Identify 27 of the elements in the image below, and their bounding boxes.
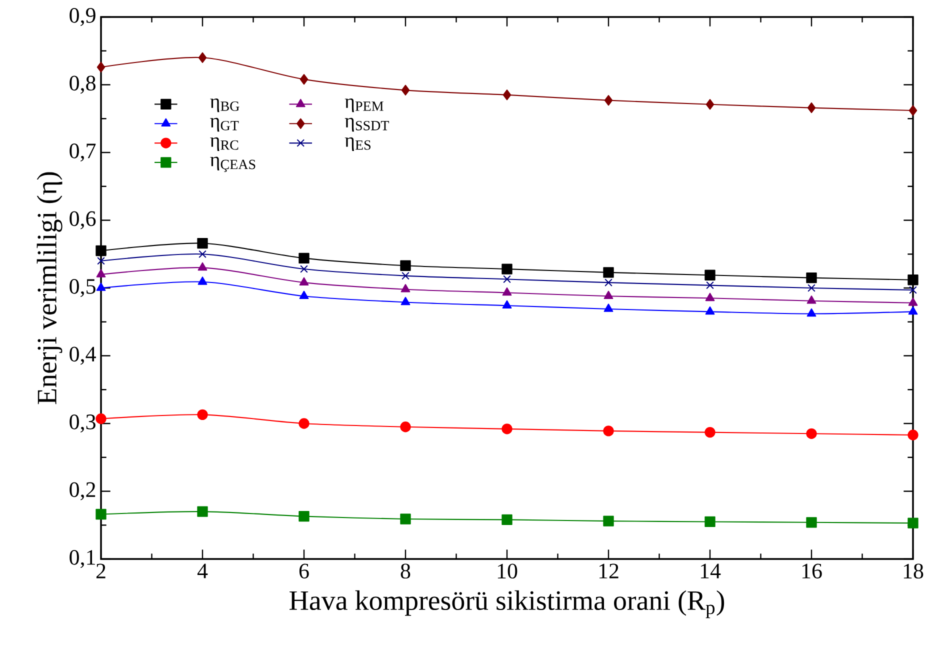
x-tick-label: 4: [197, 564, 208, 578]
x-tick-label: 10: [498, 564, 518, 579]
legend-label: η$_{ÇEAS}$: [210, 156, 256, 172]
y-tick-label: 0,2: [70, 482, 96, 500]
y-tick-label: 0,4: [70, 346, 96, 365]
x-tick-label: 16: [802, 564, 822, 578]
y-tick-label: 0,7: [70, 143, 96, 162]
x-tick-label: 6: [299, 564, 309, 578]
legend-label: η$_{SSDT}$: [344, 118, 390, 132]
x-tick-label: 14: [700, 564, 721, 578]
legend-label: η$_{PEM}$: [344, 98, 384, 112]
y-tick-label: 0,9: [70, 8, 96, 26]
legend-label: η$_{GT}$: [210, 118, 239, 132]
x-tick-label: 2: [96, 564, 106, 578]
y-axis-title: Enerji verimliligi (η): [36, 172, 62, 404]
legend-label: η$_{RC}$: [210, 137, 238, 152]
x-tick-label: 8: [400, 564, 410, 579]
legend-label: η$_{BG}$: [210, 98, 240, 112]
x-tick-label: 12: [599, 564, 618, 578]
y-tick-label: 0,6: [70, 211, 96, 230]
y-tick-label: 0,8: [70, 76, 96, 94]
legend-label: η$_{ES}$: [344, 137, 370, 152]
y-tick-label: 0,1: [70, 550, 95, 568]
x-tick-label: 18: [904, 564, 924, 579]
y-tick-label: 0,3: [70, 414, 96, 432]
y-tick-label: 0,5: [70, 278, 96, 298]
x-axis-title: Hava kompresörü sikistirma orani (R$_{p}$): [290, 590, 724, 618]
